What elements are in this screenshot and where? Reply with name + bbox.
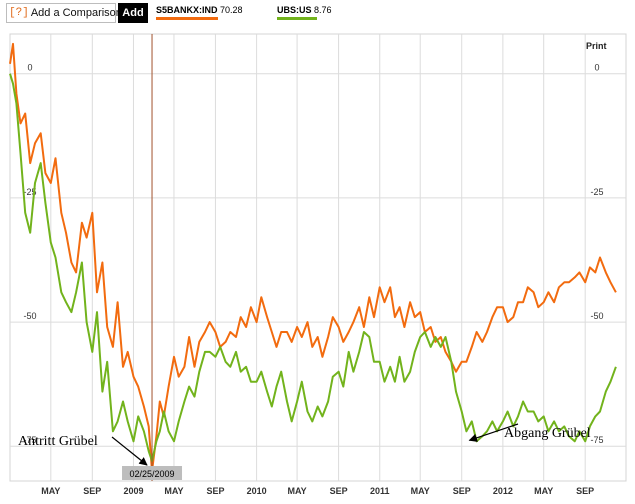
exit-annotation: Abgang Grübel xyxy=(504,426,591,441)
chart-toolbar: [?] Add a Comparison Add S5BANKX:IND 70.… xyxy=(0,0,635,28)
x-tick-label: MAY xyxy=(411,486,430,496)
y-tick-label-right: 0 xyxy=(594,63,599,73)
x-tick-label: SEP xyxy=(576,486,594,496)
add-comparison-label: Add a Comparison xyxy=(30,7,122,19)
x-tick-label: MAY xyxy=(164,486,183,496)
y-tick-label-right: -25 xyxy=(590,187,603,197)
entry-annotation: Antritt Grübel xyxy=(18,434,98,449)
x-tick-label: SEP xyxy=(330,486,348,496)
x-tick-label: 2009 xyxy=(123,486,143,496)
legend-swatch xyxy=(277,17,317,20)
y-tick-label-left: -75 xyxy=(23,435,36,445)
x-tick-label: 2011 xyxy=(370,486,390,496)
x-tick-label: 2010 xyxy=(247,486,267,496)
y-tick-label-left: -25 xyxy=(23,187,36,197)
legend-swatch xyxy=(156,17,218,20)
x-tick-label: SEP xyxy=(206,486,224,496)
legend-ticker: UBS:US xyxy=(277,5,312,15)
y-tick-label-right: -50 xyxy=(590,311,603,321)
cursor-date-label: 02/25/2009 xyxy=(130,469,175,479)
y-tick-label-left: -50 xyxy=(23,311,36,321)
y-tick-label-left: 0 xyxy=(27,63,32,73)
x-tick-label: MAY xyxy=(534,486,553,496)
help-icon[interactable]: [?] xyxy=(9,7,29,19)
legend-value: 70.28 xyxy=(220,5,243,15)
entry-arrow xyxy=(111,436,148,466)
exit-arrow xyxy=(468,423,519,442)
x-tick-label: MAY xyxy=(41,486,60,496)
add-button[interactable]: Add xyxy=(118,3,148,23)
legend-ticker: S5BANKX:IND xyxy=(156,5,218,15)
series-line-ubs-us xyxy=(9,73,617,463)
x-tick-label: MAY xyxy=(287,486,306,496)
x-tick-label: SEP xyxy=(83,486,101,496)
add-comparison-field[interactable]: [?] Add a Comparison xyxy=(6,3,122,23)
series-line-s5bankx-ind xyxy=(9,42,617,473)
legend-item-s5bankx[interactable]: S5BANKX:IND 70.28 xyxy=(156,5,243,20)
plot-frame xyxy=(9,33,627,482)
print-button[interactable]: Print xyxy=(586,41,607,51)
legend-item-ubs[interactable]: UBS:US 8.76 xyxy=(277,5,332,20)
legend-value: 8.76 xyxy=(314,5,332,15)
cursor-date-box xyxy=(122,466,183,480)
y-tick-label-right: -75 xyxy=(590,435,603,445)
x-tick-label: 2012 xyxy=(493,486,513,496)
x-tick-label: SEP xyxy=(453,486,471,496)
